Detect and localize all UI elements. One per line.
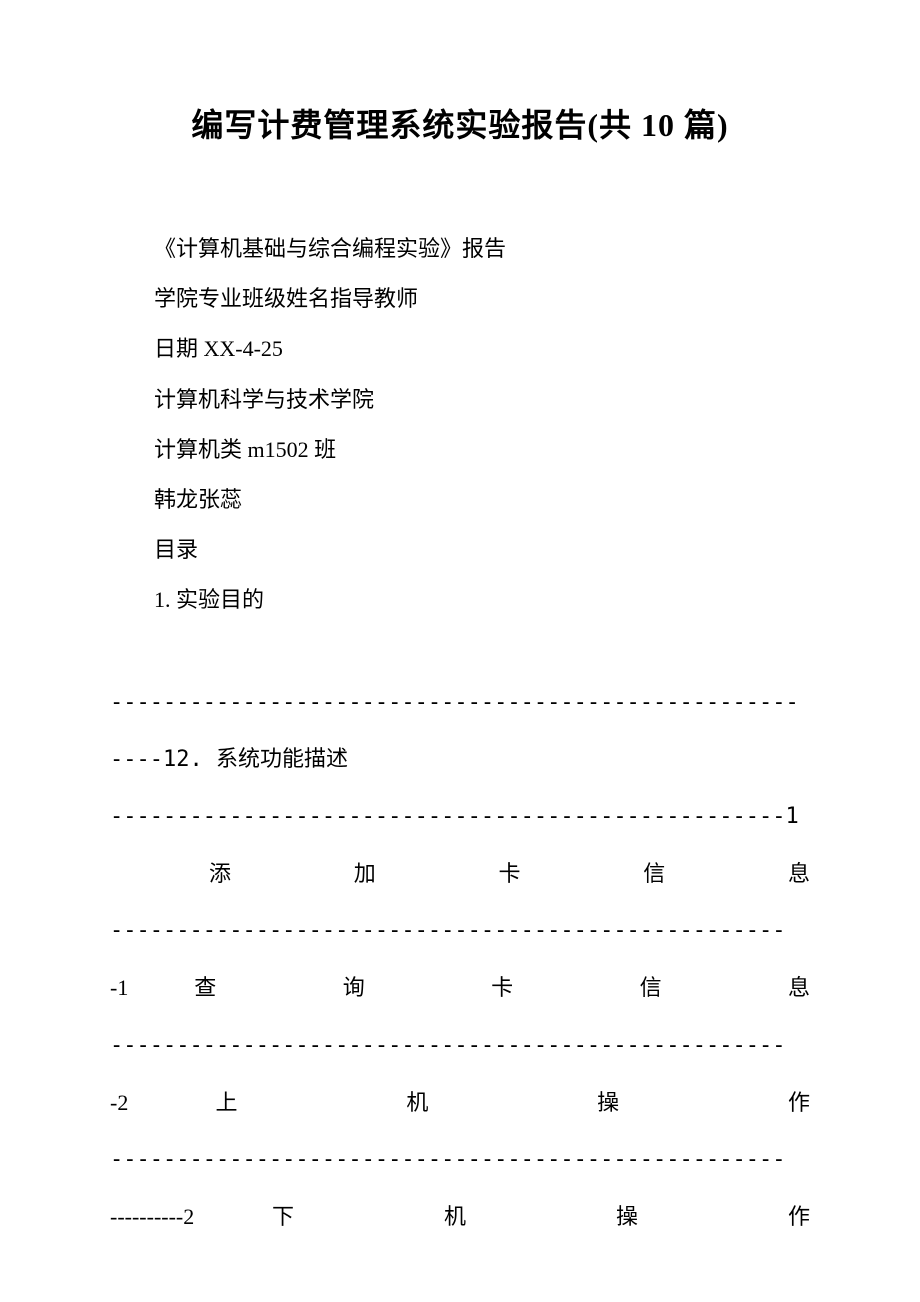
- paragraph-report-title: 《计算机基础与综合编程实验》报告: [110, 226, 810, 272]
- paragraph-section-1: 1. 实验目的: [110, 577, 810, 623]
- paragraph-names: 韩龙张蕊: [110, 477, 810, 523]
- separator-line-3: ----------------------------------------…: [110, 902, 810, 959]
- separator-line-5: ----------------------------------------…: [110, 1131, 810, 1188]
- paragraph-college: 计算机科学与技术学院: [110, 377, 810, 423]
- separator-line-2: ----------------------------------------…: [110, 788, 810, 845]
- separator-line-1: ----------------------------------------…: [110, 674, 810, 788]
- document-body: 《计算机基础与综合编程实验》报告 学院专业班级姓名指导教师 日期 XX-4-25…: [110, 226, 810, 624]
- toc-item-login: -2 上 机 操 作: [110, 1074, 810, 1131]
- toc-item-logout: ----------2 下 机 操 作: [110, 1188, 810, 1245]
- paragraph-school-info: 学院专业班级姓名指导教师: [110, 276, 810, 322]
- paragraph-date: 日期 XX-4-25: [110, 326, 810, 372]
- separator-line-4: ----------------------------------------…: [110, 1017, 810, 1074]
- toc-item-query-card: -1 查 询 卡 信 息: [110, 959, 810, 1016]
- document-title: 编写计费管理系统实验报告(共 10 篇): [110, 100, 810, 146]
- toc-separator-block: ----------------------------------------…: [110, 674, 810, 1246]
- paragraph-class: 计算机类 m1502 班: [110, 427, 810, 473]
- paragraph-toc-heading: 目录: [110, 527, 810, 573]
- toc-item-add-card: 添 加 卡 信 息: [110, 845, 810, 902]
